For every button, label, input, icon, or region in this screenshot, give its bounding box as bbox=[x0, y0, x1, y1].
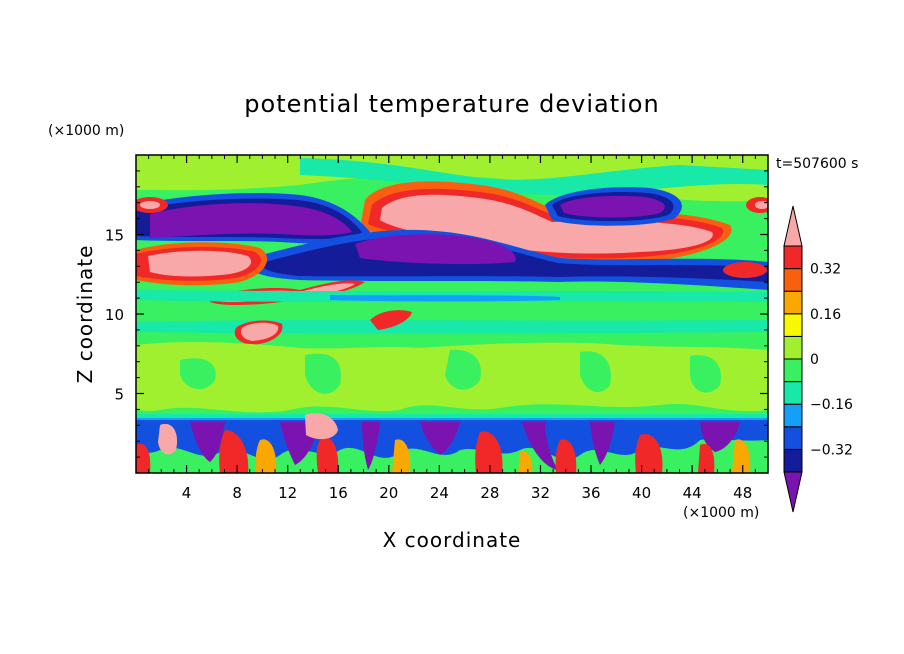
west-positive-spot-top-core bbox=[140, 201, 160, 209]
chart-title: potential temperature deviation bbox=[244, 90, 659, 118]
colorbar-label: −0.16 bbox=[810, 397, 853, 413]
time-label: t=507600 s bbox=[776, 156, 858, 172]
x-tick-label: 40 bbox=[632, 484, 651, 502]
colorbar-box bbox=[783, 245, 803, 270]
x-tick-label: 24 bbox=[430, 484, 449, 502]
mid-positive-core bbox=[148, 250, 252, 277]
colorbar-label: 0.32 bbox=[810, 262, 841, 278]
x-axis-label: X coordinate bbox=[383, 528, 522, 552]
y-unit-label: (×1000 m) bbox=[48, 123, 124, 139]
colorbar-top-triangle bbox=[783, 205, 803, 247]
boundary-positive-core-a bbox=[158, 423, 178, 455]
mid-positive-spot-b bbox=[370, 310, 412, 330]
lower-green-gaps bbox=[180, 349, 721, 394]
x-unit-label: (×1000 m) bbox=[683, 505, 759, 521]
boundary-positive-core-b bbox=[305, 413, 338, 440]
mid-cyan-band-2 bbox=[136, 320, 768, 334]
x-axis: 4 8 12 16 20 24 28 32 36 40 44 48 bbox=[148, 155, 756, 502]
colorbar-box bbox=[783, 403, 803, 428]
mid-positive-spot-a-core bbox=[241, 322, 279, 341]
x-tick-label: 36 bbox=[581, 484, 600, 502]
colorbar-box bbox=[783, 290, 803, 315]
mid-negative-core bbox=[355, 234, 516, 265]
east-negative-core bbox=[560, 195, 665, 218]
x-tick-label: 8 bbox=[232, 484, 242, 502]
colorbar-box bbox=[783, 358, 803, 383]
boundary-red-plumes bbox=[136, 430, 715, 473]
x-tick-label: 48 bbox=[733, 484, 752, 502]
boundary-purple-columns bbox=[190, 422, 740, 470]
colorbar-bottom-triangle bbox=[783, 471, 803, 513]
colorbar-box bbox=[783, 426, 803, 450]
colorbar-label: 0.16 bbox=[810, 307, 841, 323]
colorbar-box bbox=[783, 381, 803, 405]
colorbar-box bbox=[783, 335, 803, 360]
boundary-cyan-line bbox=[136, 414, 768, 420]
y-axis-label: Z coordinate bbox=[73, 245, 97, 384]
colorbar-label: 0 bbox=[810, 352, 819, 368]
y-tick-label: 15 bbox=[105, 227, 124, 245]
x-tick-label: 20 bbox=[379, 484, 398, 502]
colorbar-box bbox=[783, 448, 803, 473]
upper-cyan-band bbox=[300, 158, 768, 195]
y-axis: 5 10 15 bbox=[105, 170, 768, 458]
y-tick-label: 5 bbox=[114, 386, 124, 404]
colorbar: 0.32 0.16 0 −0.16 −0.32 bbox=[783, 205, 853, 513]
mid-light-blue bbox=[330, 295, 560, 302]
colorbar-box bbox=[783, 313, 803, 337]
colorbar-box bbox=[783, 268, 803, 292]
x-tick-label: 44 bbox=[683, 484, 702, 502]
colorbar-label: −0.32 bbox=[810, 442, 853, 458]
x-tick-label: 32 bbox=[531, 484, 550, 502]
x-tick-label: 28 bbox=[480, 484, 499, 502]
east-positive-spot-mid bbox=[723, 262, 767, 278]
plot-area bbox=[136, 155, 768, 473]
y-tick-label: 10 bbox=[105, 306, 124, 324]
x-tick-label: 4 bbox=[182, 484, 192, 502]
x-tick-label: 16 bbox=[329, 484, 348, 502]
x-tick-label: 12 bbox=[278, 484, 297, 502]
upper-negative-core bbox=[150, 203, 352, 238]
